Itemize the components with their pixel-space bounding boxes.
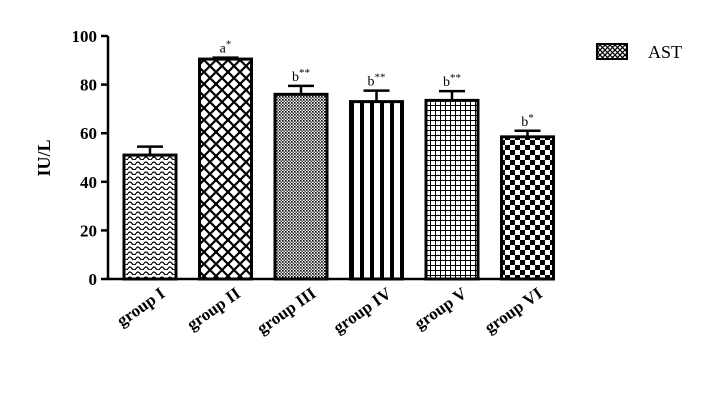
legend-swatch (596, 43, 628, 60)
category-label: group VI (481, 283, 546, 337)
legend-label: AST (648, 42, 682, 62)
bar (349, 100, 404, 281)
category-label: group II (183, 283, 244, 334)
category-label: group V (411, 283, 471, 333)
bar (273, 92, 329, 281)
bar (122, 153, 178, 281)
y-tick-label: 40 (80, 173, 97, 192)
bars: a* b** b** b** b* (122, 39, 555, 281)
legend: AST (596, 42, 682, 62)
bar-data-label: a* (220, 39, 232, 57)
category-label: group IV (330, 283, 396, 337)
bar-data-label: b* (521, 112, 534, 130)
bar-data-label: b** (443, 72, 461, 90)
bar-data-label: b** (368, 72, 386, 90)
bar (424, 98, 480, 281)
y-tick-label: 60 (80, 124, 97, 143)
bar (198, 57, 253, 281)
category-label: group III (253, 283, 319, 337)
y-tick-label: 0 (89, 270, 98, 289)
y-tick-label: 80 (80, 76, 97, 95)
bar (500, 135, 555, 281)
y-axis-label: IU/L (34, 139, 54, 176)
y-ticks: 0 20 40 60 80 100 (72, 27, 108, 289)
y-tick-label: 100 (72, 27, 98, 46)
bar-data-label: b** (292, 67, 310, 85)
y-tick-label: 20 (80, 221, 97, 240)
category-label: group I (113, 283, 168, 330)
